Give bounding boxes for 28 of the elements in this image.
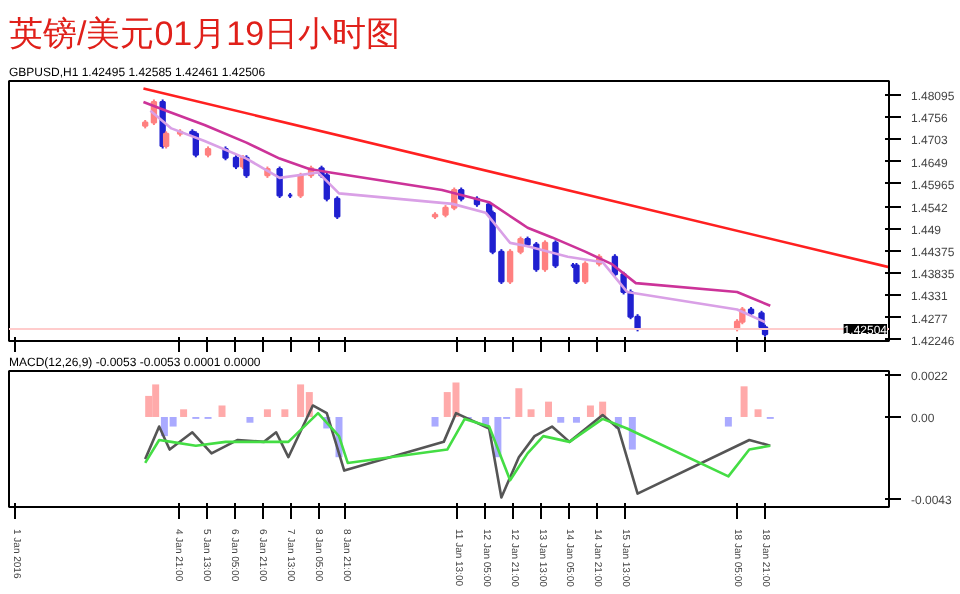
candlestick	[297, 171, 304, 199]
bar	[180, 409, 188, 417]
bar	[557, 416, 565, 423]
bar	[297, 384, 305, 417]
candlestick	[334, 195, 341, 220]
line-series	[143, 411, 772, 482]
line-series	[143, 404, 772, 499]
candlestick	[552, 239, 559, 270]
bar	[545, 401, 553, 417]
bar	[724, 416, 732, 427]
bar	[218, 405, 226, 417]
bar	[586, 405, 594, 417]
bar	[263, 409, 271, 417]
bar	[281, 409, 289, 417]
candlestick	[506, 248, 514, 285]
bar	[572, 416, 580, 423]
bar	[628, 416, 636, 450]
bar	[246, 416, 254, 423]
chart-title: 英镑/美元01月19日小时图	[9, 15, 401, 53]
bar	[740, 386, 748, 417]
bar	[527, 409, 535, 417]
candlestick	[276, 165, 283, 199]
bar	[452, 382, 460, 417]
bar	[515, 388, 523, 417]
bar	[152, 384, 160, 417]
bar	[431, 416, 439, 427]
bar	[754, 409, 762, 417]
candlestick	[582, 260, 589, 285]
